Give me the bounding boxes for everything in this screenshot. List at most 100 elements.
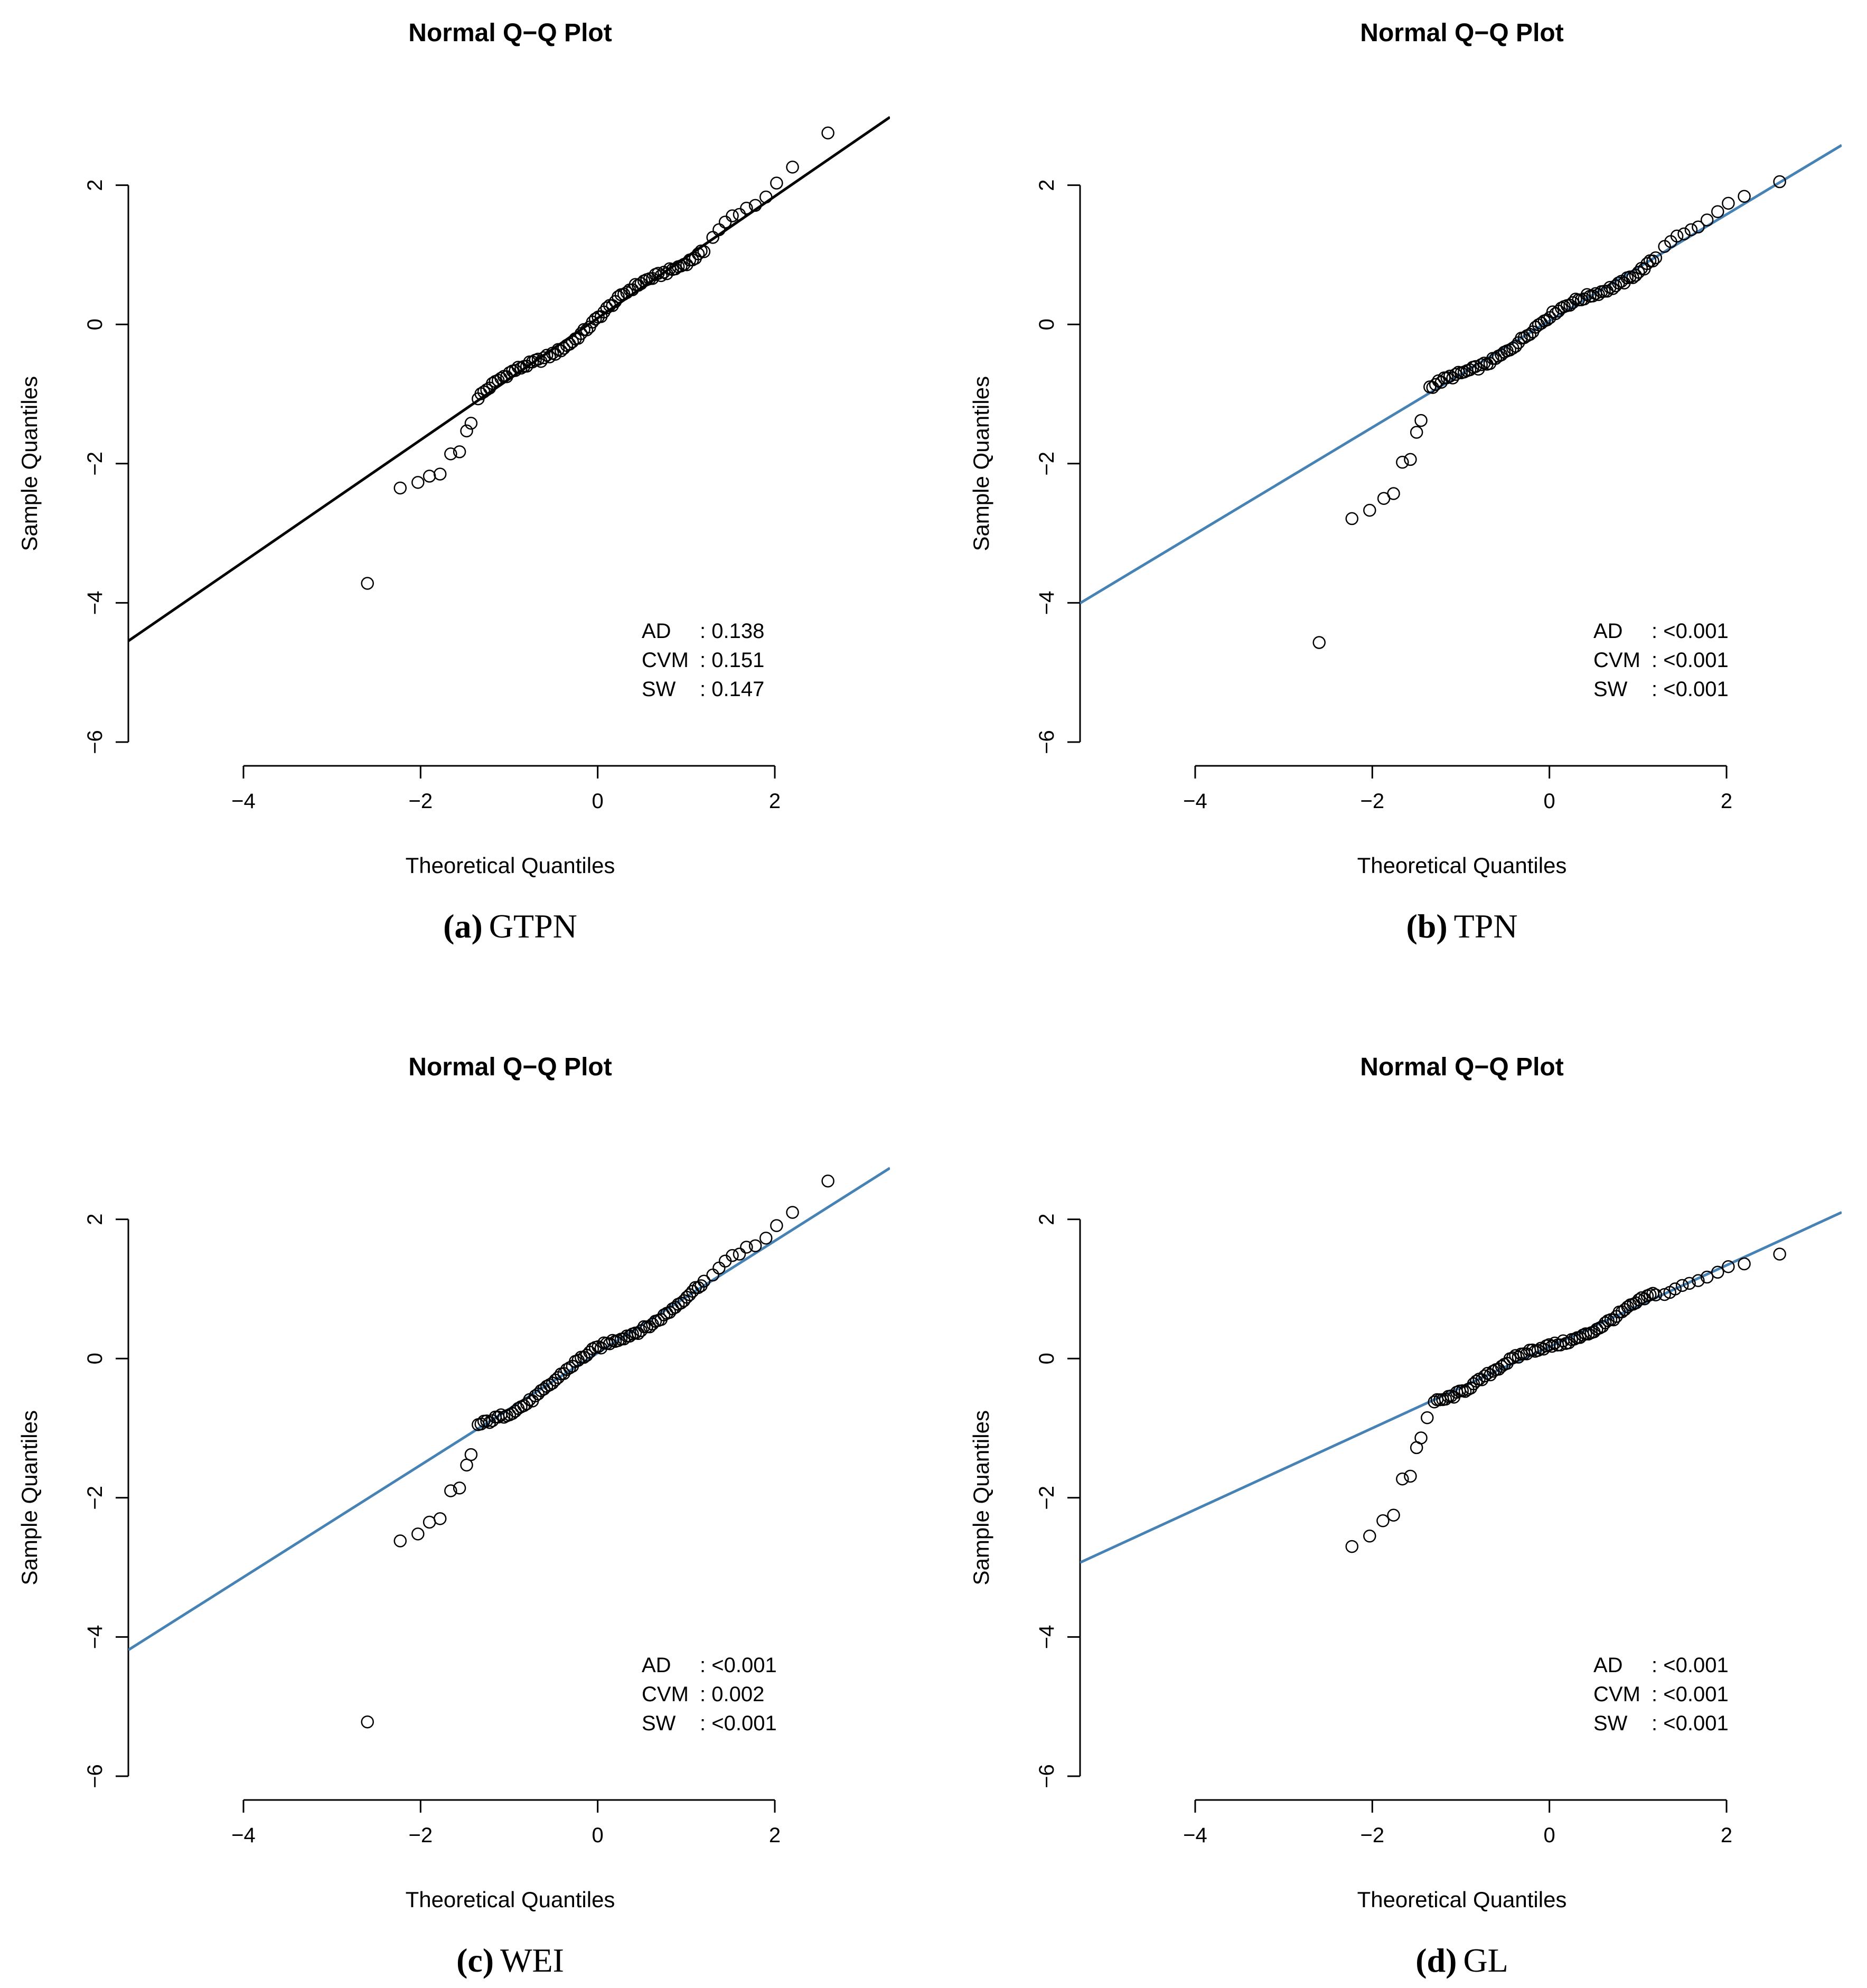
data-point xyxy=(1481,1366,1494,1380)
y-tick-label: 2 xyxy=(1035,179,1058,191)
panel-a: Normal Q−Q Plot −6 −4 −2 0 2 Sample Quantiles −… xyxy=(17,19,890,945)
chart-title: Normal Q−Q Plot xyxy=(1360,19,1563,47)
data-point xyxy=(1773,175,1786,189)
y-tick-label: −6 xyxy=(1035,730,1058,754)
x-tick-label: −4 xyxy=(231,790,256,813)
data-point xyxy=(1410,426,1423,439)
x-tick-label: −2 xyxy=(409,790,433,813)
data-point xyxy=(1387,1508,1400,1522)
stat-name: AD xyxy=(1593,620,1623,643)
x-tick-label: 0 xyxy=(592,1824,604,1847)
x-tick-label: 2 xyxy=(1721,790,1732,813)
data-point xyxy=(1700,1270,1714,1284)
data-point xyxy=(786,1206,799,1219)
data-point xyxy=(1387,487,1400,500)
data-point xyxy=(1363,503,1376,517)
caption-text: GTPN xyxy=(489,907,577,945)
stat-value: : <0.001 xyxy=(1652,1712,1729,1735)
stat-value: : <0.001 xyxy=(1652,620,1729,643)
data-point xyxy=(612,290,625,304)
data-point xyxy=(1506,1351,1519,1365)
x-tick-label: −4 xyxy=(1183,1824,1207,1847)
stat-name: SW xyxy=(1593,678,1628,701)
stat-name: CVM xyxy=(642,1683,689,1706)
data-point xyxy=(1312,636,1326,649)
data-point xyxy=(1475,358,1488,371)
caption-text: TPN xyxy=(1454,907,1518,945)
data-point xyxy=(740,201,753,215)
data-point xyxy=(540,349,553,362)
data-point xyxy=(1404,1469,1417,1483)
data-point xyxy=(1345,1540,1359,1553)
stat-value: : 0.138 xyxy=(700,620,764,643)
stat-value: : 0.002 xyxy=(700,1683,764,1706)
stat-name: SW xyxy=(642,678,676,701)
data-point xyxy=(361,577,374,590)
data-point xyxy=(748,1239,762,1252)
y-tick-label: 0 xyxy=(83,1353,107,1364)
data-point xyxy=(748,199,762,212)
data-point xyxy=(1722,196,1735,210)
data-point xyxy=(770,176,783,190)
data-point xyxy=(1738,1257,1751,1271)
data-point xyxy=(543,350,556,363)
data-point xyxy=(1632,1293,1646,1307)
stat-value: : 0.151 xyxy=(700,649,764,672)
y-axis-label: Sample Quantiles xyxy=(17,1410,42,1586)
data-point xyxy=(697,1274,711,1288)
data-point xyxy=(1646,254,1659,268)
stat-value: : <0.001 xyxy=(1652,649,1729,672)
data-point xyxy=(1684,223,1698,237)
data-point xyxy=(1658,1288,1671,1301)
data-point xyxy=(1449,368,1462,381)
data-point xyxy=(1738,190,1751,203)
stat-name: SW xyxy=(1593,1712,1628,1735)
x-tick-label: 0 xyxy=(1544,1824,1555,1847)
panel-caption: (a) GTPN xyxy=(443,907,577,945)
data-point xyxy=(1396,1472,1409,1486)
data-point xyxy=(697,245,711,258)
data-point xyxy=(460,424,473,438)
data-point xyxy=(433,467,447,481)
caption-text: GL xyxy=(1463,1942,1508,1979)
data-point xyxy=(1692,1274,1705,1287)
x-tick-label: 2 xyxy=(769,790,781,813)
data-point xyxy=(1545,1339,1559,1353)
panel-c: Normal Q−Q Plot −6 −4 −2 0 2 Sample Quantiles −… xyxy=(17,1053,890,1979)
stat-value: : <0.001 xyxy=(700,1654,777,1677)
x-axis-label: Theoretical Quantiles xyxy=(1357,1887,1567,1912)
x-tick-label: 2 xyxy=(1721,1824,1732,1847)
x-tick-label: 0 xyxy=(592,790,604,813)
y-tick-label: 2 xyxy=(83,1213,107,1225)
data-point xyxy=(514,361,528,375)
y-tick-label: −4 xyxy=(1035,1625,1058,1649)
y-axis-label: Sample Quantiles xyxy=(969,376,993,551)
x-axis-label: Theoretical Quantiles xyxy=(406,853,615,878)
x-axis-label: Theoretical Quantiles xyxy=(1357,853,1567,878)
data-point xyxy=(509,364,522,377)
data-point xyxy=(393,1534,407,1548)
y-tick-label: −2 xyxy=(83,452,107,476)
caption-letter: (a) xyxy=(443,907,483,945)
data-point xyxy=(1649,251,1663,265)
y-tick-label: −2 xyxy=(1035,1486,1058,1510)
y-tick-label: −2 xyxy=(83,1486,107,1510)
data-point xyxy=(652,267,665,280)
data-point xyxy=(726,209,739,222)
data-point xyxy=(1345,512,1359,526)
caption-letter: (b) xyxy=(1406,907,1447,945)
caption-letter: (d) xyxy=(1415,1942,1457,1979)
data-point xyxy=(691,247,705,260)
data-point xyxy=(726,1249,739,1262)
data-point xyxy=(1711,1265,1724,1279)
data-point xyxy=(770,1219,783,1232)
data-point xyxy=(444,1484,457,1497)
data-point xyxy=(786,161,799,174)
x-tick-label: −2 xyxy=(1361,1824,1385,1847)
chart-title: Normal Q−Q Plot xyxy=(1360,1053,1563,1081)
y-tick-label: −4 xyxy=(1035,591,1058,615)
x-tick-label: −2 xyxy=(1361,790,1385,813)
y-tick-label: −6 xyxy=(83,730,107,754)
panel-b: Normal Q−Q Plot −6 −4 −2 0 2 Sample Quantiles −… xyxy=(969,19,1842,945)
